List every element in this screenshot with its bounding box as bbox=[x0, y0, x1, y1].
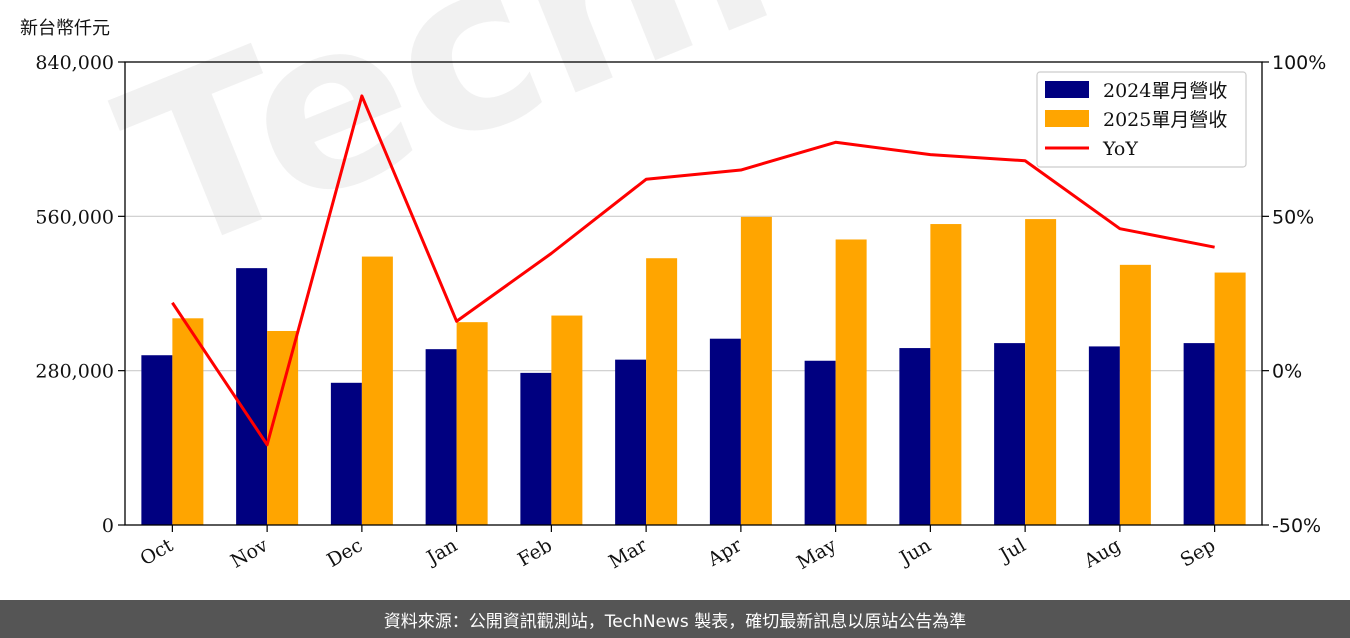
left-tick-label: 560,000 bbox=[35, 206, 114, 228]
yoy-line-path bbox=[171, 94, 1215, 447]
x-tick-label: Oct bbox=[137, 534, 178, 570]
x-tick-label: May bbox=[793, 534, 840, 574]
x-tick-label: Aug bbox=[1079, 534, 1124, 573]
bar-2025-oct bbox=[172, 318, 204, 525]
bar-2025-sep bbox=[1214, 272, 1246, 525]
bar-2025-aug bbox=[1119, 264, 1151, 525]
legend-label: 2025單月營收 bbox=[1103, 109, 1227, 131]
x-tick-label: Jun bbox=[894, 534, 935, 570]
bar-2025-may bbox=[835, 239, 867, 525]
x-tick-label: Apr bbox=[703, 534, 746, 571]
x-tick-label: Sep bbox=[1177, 534, 1220, 571]
left-tick-label: 0 bbox=[102, 515, 114, 537]
bar-2025-feb bbox=[551, 315, 583, 525]
bar-2025-jun bbox=[930, 224, 962, 526]
bar-2025-apr bbox=[740, 216, 772, 525]
right-tick-label: -50% bbox=[1272, 515, 1321, 537]
bar-2024-jun bbox=[899, 348, 931, 525]
bar-2025-mar bbox=[646, 258, 678, 525]
bar-2025-jul bbox=[1025, 219, 1057, 525]
bar-2024-aug bbox=[1088, 346, 1120, 525]
x-tick-label: Jan bbox=[421, 534, 461, 570]
right-tick-label: 100% bbox=[1272, 52, 1326, 74]
source-footer: 資料來源：公開資訊觀測站，TechNews 製表，確切最新訊息以原站公告為準 bbox=[0, 600, 1350, 638]
right-tick-label: 0% bbox=[1272, 361, 1302, 383]
right-tick-label: 50% bbox=[1272, 206, 1314, 228]
bar-2024-apr bbox=[709, 338, 741, 525]
plot-frame bbox=[124, 61, 1263, 526]
left-tick-label: 840,000 bbox=[35, 52, 114, 74]
y-axis-unit-label: 新台幣仟元 bbox=[20, 18, 110, 39]
legend-box bbox=[1036, 71, 1247, 168]
legend-label: YoY bbox=[1102, 138, 1138, 160]
x-tick-label: Dec bbox=[323, 534, 366, 572]
bar-2024-oct bbox=[141, 355, 173, 525]
bar-2024-mar bbox=[615, 359, 647, 525]
grid-lines bbox=[125, 215, 1262, 372]
bar-2025-jan bbox=[456, 322, 488, 525]
x-tick-label: Feb bbox=[514, 534, 556, 571]
bars bbox=[141, 216, 1246, 526]
x-tick-label: Jul bbox=[994, 534, 1029, 567]
x-tick-label: Mar bbox=[605, 534, 651, 573]
bar-2024-jan bbox=[425, 349, 457, 525]
legend-swatch bbox=[1045, 110, 1089, 127]
legend-label: 2024單月營收 bbox=[1103, 80, 1227, 102]
bar-2024-jul bbox=[994, 343, 1026, 525]
bar-2024-feb bbox=[520, 372, 552, 525]
bar-2024-dec bbox=[330, 382, 362, 525]
yoy-line bbox=[171, 94, 1215, 447]
bar-2024-sep bbox=[1183, 343, 1215, 525]
bar-2024-nov bbox=[236, 268, 268, 525]
bar-2025-dec bbox=[361, 256, 393, 525]
revenue-chart: 0 280,000 560,000 840,000 -50% 0% 50% 100% Oct No… bbox=[35, 52, 1326, 574]
x-tick-label: Nov bbox=[227, 534, 272, 573]
bar-2024-may bbox=[804, 360, 836, 525]
legend: 2024單月營收 2025單月營收 YoY bbox=[1036, 71, 1247, 168]
left-tick-label: 280,000 bbox=[35, 361, 114, 383]
legend-swatch bbox=[1045, 81, 1089, 98]
